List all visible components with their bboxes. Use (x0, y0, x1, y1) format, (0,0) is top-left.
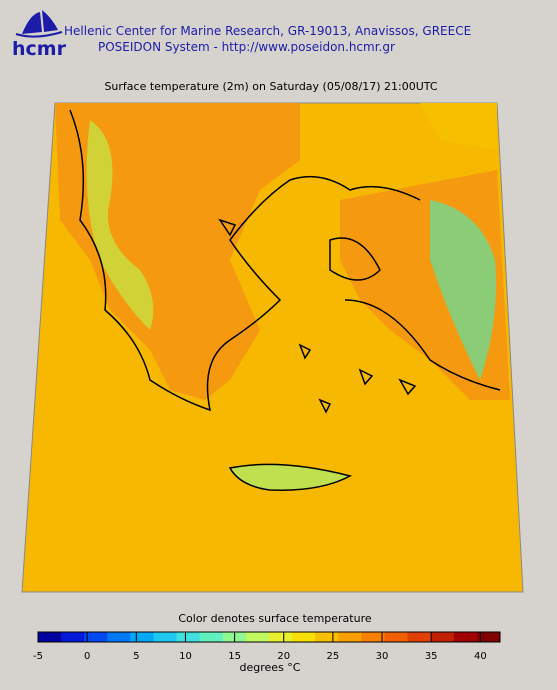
colorbar: -5 0 5 10 15 20 25 30 35 40 (33, 631, 501, 662)
land (86, 120, 154, 330)
colorbar-segment (338, 632, 362, 642)
colorbar-tick-label: 5 (133, 651, 139, 662)
colorbar-tick-label: 25 (327, 651, 340, 662)
colorbar-tick-label: 35 (425, 651, 438, 662)
colorbar-tick-label: 0 (84, 651, 90, 662)
islands (218, 218, 417, 414)
land (55, 103, 300, 400)
colorbar-segment (61, 632, 85, 642)
colorbar-segment (315, 632, 339, 642)
colorbar-segment (384, 632, 409, 642)
land (420, 103, 497, 150)
map-title: Surface temperature (2m) on Saturday (05… (104, 80, 437, 93)
colorbar-segment (153, 632, 178, 642)
logo-sail (22, 10, 58, 34)
colorbar-segment (453, 632, 478, 642)
header-line: Hellenic Center for Marine Research, GR-… (64, 24, 471, 38)
colorbar-segment (199, 632, 224, 642)
colorbar-segment (407, 632, 432, 642)
colorbar-segment (476, 632, 501, 642)
logo-wave (15, 31, 63, 38)
crete (228, 463, 353, 491)
colorbar-tick-label: 10 (179, 651, 192, 662)
colorbar-segment (84, 632, 108, 642)
colorbar-segment (107, 632, 131, 642)
colorbar-tick-label: 40 (474, 651, 487, 662)
colorbar-segment (269, 632, 293, 642)
colorbar-tick-label: 30 (376, 651, 389, 662)
header-line: POSEIDON System - http://www.poseidon.hc… (98, 40, 395, 54)
land (430, 200, 496, 380)
colorbar-segment (292, 632, 316, 642)
coastline (69, 109, 501, 412)
colorbar-unit: degrees °C (240, 661, 301, 674)
colorbar-tick-label: 15 (228, 651, 241, 662)
colorbar-segment (130, 632, 154, 642)
colorbar-segment (38, 632, 62, 642)
colorbar-segment (361, 632, 385, 642)
colorbar-segment (430, 632, 455, 642)
logo: hcmr (12, 38, 67, 60)
colorbar-tick-label: 20 (277, 651, 290, 662)
colorbar-caption: Color denotes surface temperature (178, 612, 372, 625)
colorbar-tick-label: -5 (33, 651, 43, 662)
colorbar-segment (245, 632, 270, 642)
colorbar-segment (176, 632, 201, 642)
